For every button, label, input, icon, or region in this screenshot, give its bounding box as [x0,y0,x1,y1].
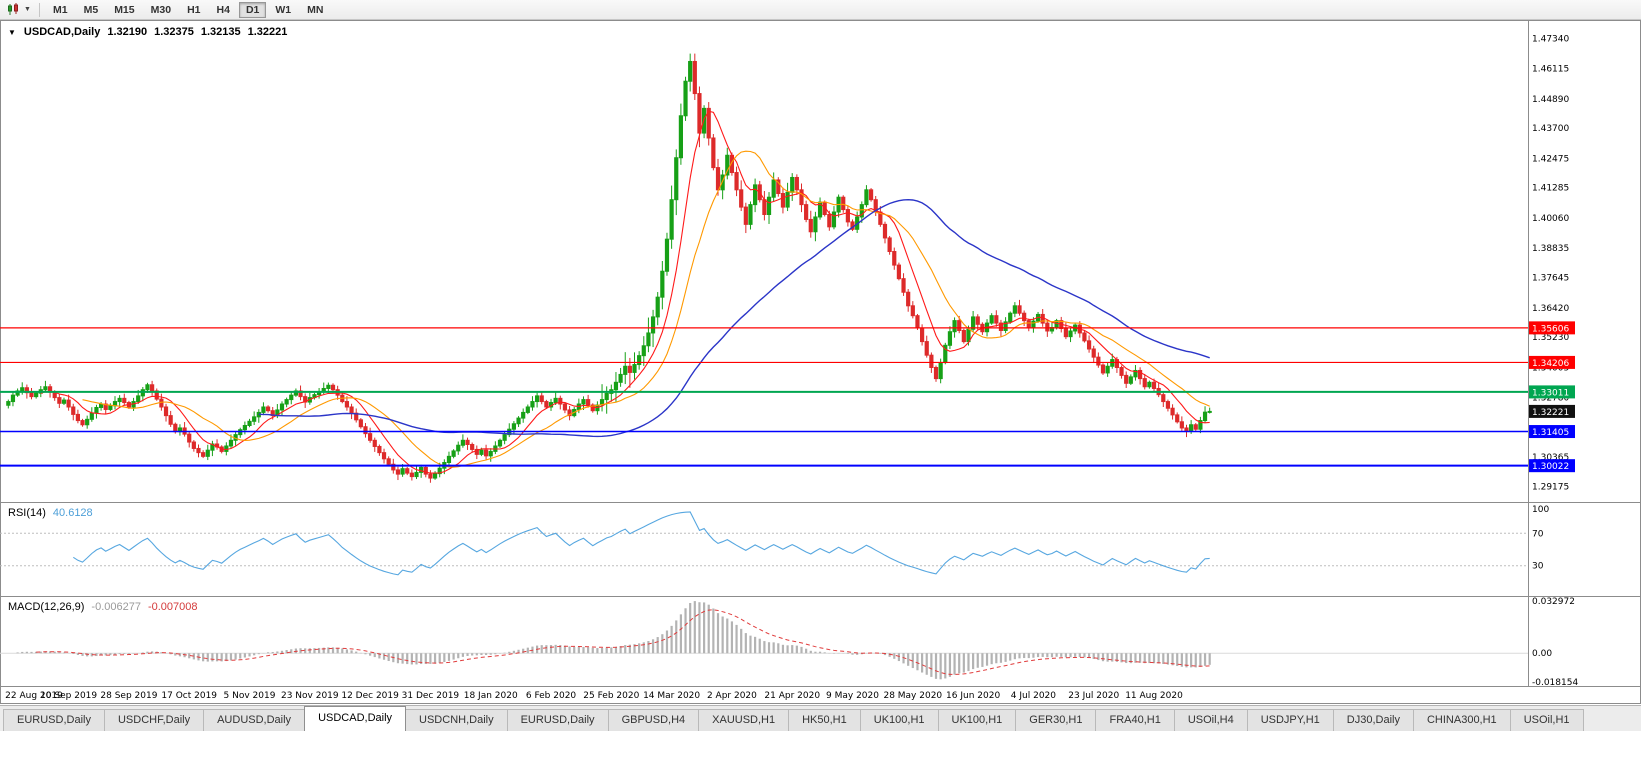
svg-text:1.34206: 1.34206 [1532,359,1569,369]
chart-tab-8-hk50-h1[interactable]: HK50,H1 [788,709,861,731]
price-tag-1.33011 [1529,385,1575,399]
price-axis-label: 1.47340 [1532,34,1569,44]
chart-type-icon[interactable] [4,2,24,18]
price-axis-label: 1.46115 [1532,65,1569,75]
date-axis-label: 28 May 2020 [883,691,942,701]
top-toolbar: ▼ M1 M5 M15 M30 H1 H4 D1 W1 MN [0,0,1641,20]
timeframe-button-m5[interactable]: M5 [77,2,106,18]
timeframe-button-mn[interactable]: MN [300,2,330,18]
macd-axis-label: 0.00 [1532,649,1552,659]
price-axis-label: 1.41285 [1532,184,1569,194]
price-axis-label: 1.44890 [1532,95,1569,105]
svg-text:1.31405: 1.31405 [1532,428,1569,438]
rsi-axis-label: 100 [1532,505,1549,515]
chart-tab-2-audusd-daily[interactable]: AUDUSD,Daily [203,709,306,731]
price-axis-label: 1.32780 [1532,394,1569,404]
timeframe-button-h1[interactable]: H1 [180,2,207,18]
date-axis-label: 4 Jul 2020 [1011,691,1056,701]
chart-tab-5-eurusd-daily[interactable]: EURUSD,Daily [506,709,609,731]
chart-tab-3-usdcad-daily[interactable]: USDCAD,Daily [304,706,407,731]
chart-tab-10-uk100-h1[interactable]: UK100,H1 [937,709,1017,731]
date-axis-label: 5 Nov 2019 [224,691,276,701]
chart-tab-17-usoil-h1[interactable]: USOil,H1 [1509,709,1584,731]
chart-tab-16-china300-h1[interactable]: CHINA300,H1 [1412,709,1511,731]
svg-text:1.33011: 1.33011 [1532,388,1569,398]
date-axis-label: 11 Aug 2020 [1125,691,1183,701]
price-tag-1.31405 [1529,425,1575,439]
chart-tab-bar: EURUSD,Daily USDCHF,Daily AUDUSD,Daily USDC… [0,705,1641,731]
price-axis-label: 1.38835 [1532,244,1569,254]
date-axis-label: 2 Apr 2020 [707,691,757,701]
date-axis-label: 23 Nov 2019 [281,691,339,701]
svg-text:1.32221: 1.32221 [1532,408,1569,418]
candlestick-glyph [8,3,18,15]
date-axis-label: 18 Jan 2020 [464,691,518,701]
chart-tab-7-xauusd-h1[interactable]: XAUUSD,H1 [698,709,790,731]
price-axis-label: 1.35230 [1532,333,1569,343]
price-tag-1.32221 [1529,404,1575,418]
date-axis-label: 28 Sep 2019 [100,691,157,701]
macd-axis-label: -0.018154 [1532,678,1578,688]
collapse-triangle-icon[interactable]: ▼ [8,27,16,37]
date-axis-label: 17 Oct 2019 [161,691,217,701]
price-axis-label: 1.30365 [1532,453,1569,463]
rsi-axis-label: 30 [1532,562,1544,572]
date-axis-label: 6 Feb 2020 [526,691,577,701]
ma-line-55 [258,198,1210,438]
timeframe-buttons: M1 M5 M15 M30 H1 H4 D1 W1 MN [45,1,331,18]
date-axis-label: 16 Jun 2020 [946,691,1000,701]
chart-area[interactable]: 1.47340 1.46115 1.44890 1.43700 1.42475 1.412… [0,20,1641,704]
chart-tab-0-eurusd-daily[interactable]: EURUSD,Daily [3,709,105,731]
svg-text:1.35606: 1.35606 [1532,324,1569,334]
date-axis-label: 14 Mar 2020 [643,691,700,701]
date-axis-label: 31 Dec 2019 [402,691,460,701]
price-axis-label: 1.36420 [1532,304,1569,314]
price-axis-label: 1.29175 [1532,483,1569,493]
chart-tab-14-usdjpy-h1[interactable]: USDJPY,H1 [1246,709,1334,731]
chart-tab-11-ger30-h1[interactable]: GER30,H1 [1015,709,1097,731]
date-axis-label: 22 Aug 2019 [5,691,63,701]
toolbar-divider [39,2,40,17]
timeframe-button-m30[interactable]: M30 [144,2,178,18]
timeframe-button-m15[interactable]: M15 [107,2,141,18]
date-axis-label: 21 Apr 2020 [764,691,820,701]
chart-tab-1-usdchf-daily[interactable]: USDCHF,Daily [103,709,205,731]
candle-series [6,53,1212,483]
macd-axis-label: 0.032972 [1532,597,1575,607]
macd-histogram [16,601,1211,680]
timeframe-button-h4[interactable]: H4 [210,2,237,18]
svg-text:1.30022: 1.30022 [1532,462,1569,472]
chart-tab-15-dj30-daily[interactable]: DJ30,Daily [1332,709,1414,731]
price-axis-label: 1.40060 [1532,214,1569,224]
date-axis-label: 12 Dec 2019 [341,691,399,701]
price-tag-1.34206 [1529,355,1575,369]
date-axis-label: 10 Sep 2019 [40,691,97,701]
date-axis-label: 25 Feb 2020 [583,691,639,701]
chart-tab-9-uk100-h1[interactable]: UK100,H1 [859,709,939,731]
chart-tab-12-fra40-h1[interactable]: FRA40,H1 [1095,709,1175,731]
ma-line-8 [40,110,1210,474]
price-axis-label: 1.43700 [1532,124,1569,134]
dropdown-caret-icon[interactable]: ▼ [24,6,31,13]
date-axis-label: 23 Jul 2020 [1068,691,1119,701]
timeframe-button-w1[interactable]: W1 [268,2,298,18]
chart-tab-6-gbpusd-h4[interactable]: GBPUSD,H4 [607,709,700,731]
price-axis-label: 1.37645 [1532,274,1569,284]
date-axis-label: 9 May 2020 [826,691,879,701]
price-tag-1.35606 [1529,321,1575,335]
timeframe-button-m1[interactable]: M1 [46,2,75,18]
price-axis-label: 1.42475 [1532,154,1569,164]
timeframe-button-d1[interactable]: D1 [238,1,267,18]
chart-tab-13-usoil-h4[interactable]: USOil,H4 [1173,709,1248,731]
rsi-line [72,511,1210,576]
chart-tab-4-usdcnh-daily[interactable]: USDCNH,Daily [405,709,508,731]
ma-line-17 [82,150,1210,468]
macd-signal-line [36,609,1210,675]
price-tag-1.30022 [1529,459,1575,473]
chart-canvas[interactable]: 1.47340 1.46115 1.44890 1.43700 1.42475 1.412… [0,20,1641,704]
rsi-axis-label: 70 [1532,529,1544,539]
